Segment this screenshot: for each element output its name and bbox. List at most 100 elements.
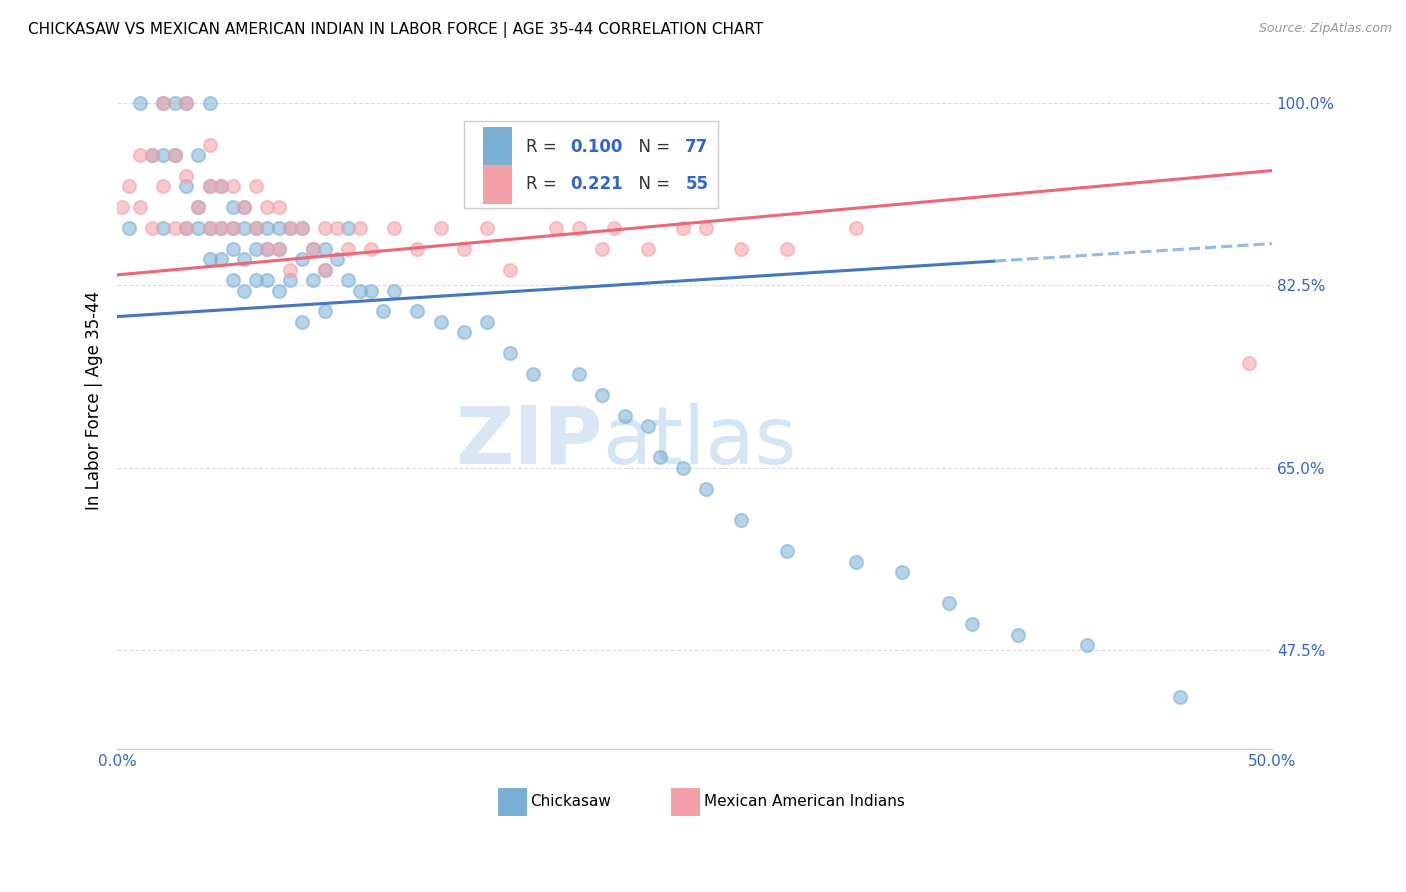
Point (302, 242, 325, 256)
Point (314, 221, 336, 235)
Point (198, 179, 221, 194)
Point (141, 148, 163, 162)
Point (938, 596, 960, 610)
Point (198, 95, 221, 110)
Point (337, 273, 360, 287)
Point (544, 221, 567, 235)
Point (730, 513, 752, 527)
Point (233, 252, 256, 267)
Point (337, 221, 360, 235)
Point (209, 179, 232, 194)
Point (129, 95, 152, 110)
Point (233, 284, 256, 298)
Point (176, 95, 198, 110)
Point (163, 148, 186, 162)
Point (453, 325, 475, 339)
Point (314, 304, 336, 318)
Point (406, 304, 429, 318)
Point (960, 617, 983, 632)
Text: atlas: atlas (602, 403, 797, 481)
Point (637, 419, 659, 434)
Point (314, 242, 336, 256)
Text: R =: R = (526, 137, 562, 155)
Point (198, 221, 221, 235)
Point (1076, 638, 1098, 652)
Point (382, 221, 405, 235)
Point (256, 221, 278, 235)
Point (267, 242, 290, 256)
Point (776, 544, 799, 558)
Point (291, 315, 314, 329)
Point (221, 221, 243, 235)
Point (672, 221, 695, 235)
Point (152, 179, 174, 194)
Point (209, 221, 232, 235)
Point (176, 95, 198, 110)
Point (245, 221, 267, 235)
Point (591, 242, 613, 256)
Point (267, 284, 290, 298)
Point (256, 273, 278, 287)
Point (198, 252, 221, 267)
Point (602, 221, 624, 235)
Point (499, 346, 522, 360)
Point (291, 252, 314, 267)
Point (198, 221, 221, 235)
Point (730, 242, 752, 256)
Point (280, 221, 302, 235)
Text: Source: ZipAtlas.com: Source: ZipAtlas.com (1258, 22, 1392, 36)
Point (245, 273, 267, 287)
Text: 55: 55 (685, 176, 709, 194)
Point (302, 273, 325, 287)
FancyBboxPatch shape (464, 120, 717, 208)
Text: Mexican American Indians: Mexican American Indians (704, 794, 904, 809)
Text: 77: 77 (685, 137, 709, 155)
FancyBboxPatch shape (498, 788, 527, 815)
Point (209, 179, 232, 194)
Point (176, 221, 198, 235)
Point (267, 200, 290, 214)
Point (499, 262, 522, 277)
Point (845, 221, 868, 235)
Point (118, 221, 141, 235)
Point (360, 284, 382, 298)
Point (371, 304, 394, 318)
Y-axis label: In Labor Force | Age 35-44: In Labor Force | Age 35-44 (86, 291, 103, 509)
Point (221, 221, 243, 235)
Text: ZIP: ZIP (456, 403, 602, 481)
Point (176, 221, 198, 235)
FancyBboxPatch shape (484, 128, 512, 166)
Point (429, 221, 451, 235)
Point (198, 179, 221, 194)
Point (209, 221, 232, 235)
Point (475, 221, 498, 235)
Point (141, 221, 163, 235)
Point (568, 221, 591, 235)
Text: 0.100: 0.100 (569, 137, 623, 155)
Point (280, 221, 302, 235)
Point (152, 95, 174, 110)
Point (314, 262, 336, 277)
Point (176, 169, 198, 183)
Point (233, 200, 256, 214)
Text: 0.221: 0.221 (569, 176, 623, 194)
Point (522, 367, 544, 381)
Point (187, 200, 209, 214)
Point (648, 450, 671, 465)
Point (152, 221, 174, 235)
Point (406, 242, 429, 256)
Point (325, 252, 347, 267)
Point (695, 221, 717, 235)
Point (591, 388, 613, 402)
Point (187, 200, 209, 214)
FancyBboxPatch shape (484, 165, 512, 203)
Point (233, 221, 256, 235)
Point (245, 242, 267, 256)
Point (325, 221, 347, 235)
Text: R =: R = (526, 176, 562, 194)
Point (291, 221, 314, 235)
Point (256, 242, 278, 256)
Point (280, 273, 302, 287)
Point (256, 242, 278, 256)
Point (267, 242, 290, 256)
